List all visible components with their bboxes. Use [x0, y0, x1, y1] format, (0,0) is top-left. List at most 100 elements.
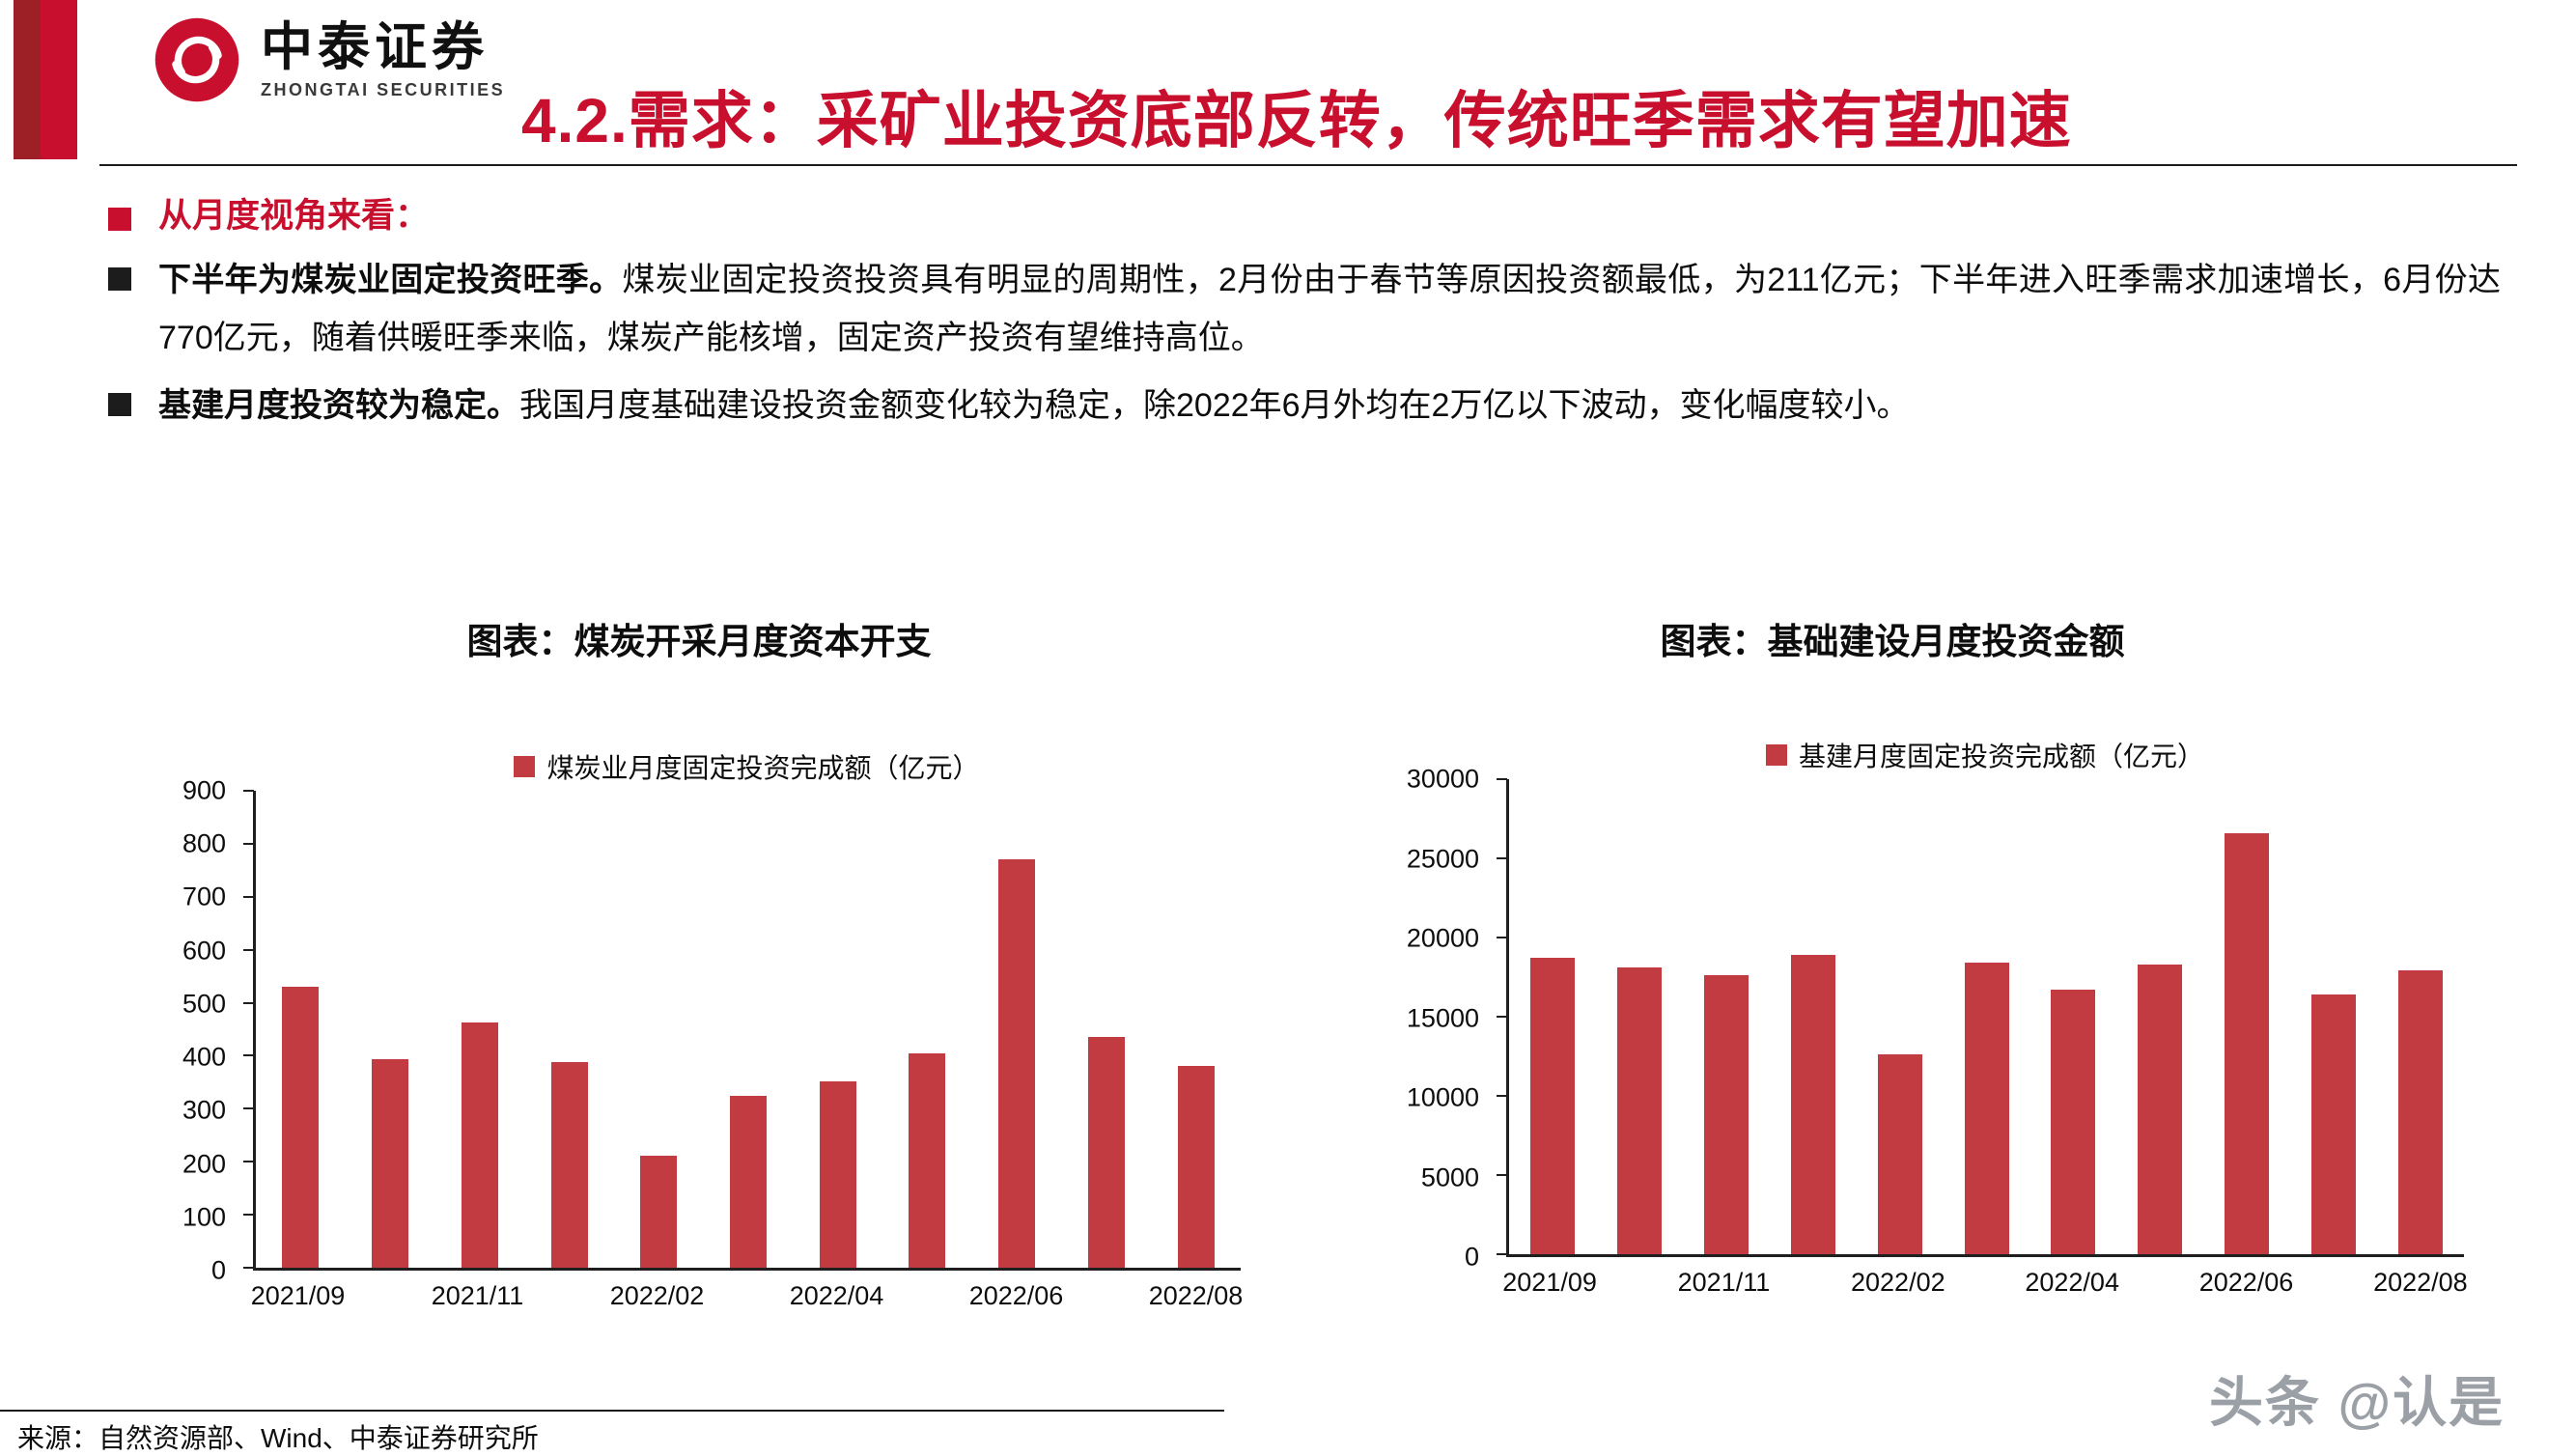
y-axis-tick-label: 5000 [1420, 1162, 1479, 1191]
y-axis-tick-label: 20000 [1406, 923, 1479, 953]
bar-2021/11 [1703, 975, 1749, 1254]
y-axis-tick-mark [243, 1107, 254, 1110]
y-axis-tick-label: 600 [182, 936, 226, 966]
legend-label: 煤炭业月度固定投资完成额（亿元） [546, 753, 980, 783]
bullet-intro-row: 从月度视角来看： [108, 191, 2501, 242]
zhongtai-logo-icon [153, 15, 241, 104]
bar-2021/09 [282, 987, 320, 1268]
y-axis-tick-mark [1497, 937, 1507, 938]
y-axis-labels: 0 5000 10000 15000 20000 25000 30000 [1398, 765, 1495, 1272]
bar-2022/04 [819, 1080, 856, 1268]
x-axis-tick-label: 2021/11 [431, 1281, 524, 1310]
x-axis-tick-label: 2022/02 [1851, 1268, 1945, 1297]
bullet-lead: 下半年为煤炭业固定投资旺季。 [158, 261, 623, 298]
bullet-item: 下半年为煤炭业固定投资旺季。煤炭业固定投资投资具有明显的周期性，2月份由于春节等… [108, 251, 2501, 368]
bar-2022/04 [2051, 990, 2096, 1254]
bullet-text: 基建月度投资较为稳定。我国月度基础建设投资金额变化较为稳定，除2022年6月外均… [158, 377, 1909, 435]
x-axis-tick-label: 2021/09 [1502, 1268, 1597, 1297]
y-axis-tick-mark [243, 895, 254, 898]
x-axis-tick-label: 2022/08 [2373, 1268, 2468, 1297]
bullet-list: 从月度视角来看： 下半年为煤炭业固定投资旺季。煤炭业固定投资投资具有明显的周期性… [108, 191, 2501, 443]
y-axis-tick-label: 0 [210, 1255, 226, 1285]
header-divider [99, 164, 2517, 166]
y-axis-tick-mark [243, 1267, 254, 1269]
bullet-text: 下半年为煤炭业固定投资旺季。煤炭业固定投资投资具有明显的周期性，2月份由于春节等… [158, 251, 2501, 368]
x-axis-tick-label: 2021/11 [1677, 1268, 1771, 1297]
y-axis-tick-mark [243, 790, 254, 792]
bullet-square-icon [108, 392, 131, 416]
y-axis-tick-mark [1497, 1016, 1507, 1018]
y-axis-tick-mark [1497, 778, 1507, 780]
y-axis-tick-label: 300 [182, 1095, 226, 1125]
y-axis-labels: 0 100 200 300 400 500 600 700 800 900 [145, 776, 241, 1285]
y-axis-tick-label: 800 [182, 828, 226, 858]
x-axis-labels: 2021/09 2021/11 2022/02 2022/04 2022/06 2022/… [250, 1281, 1244, 1320]
y-axis-tick-mark [243, 1214, 254, 1217]
page-title: 4.2.需求：采矿业投资底部反转，传统旺季需求有望加速 [521, 86, 2072, 155]
bar-2021/10 [372, 1059, 409, 1268]
plot-area [243, 790, 1241, 1271]
y-axis-tick-label: 15000 [1406, 1003, 1479, 1032]
y-axis-tick-mark [243, 1054, 254, 1057]
bar-2022/02 [1877, 1054, 1922, 1254]
bar-2022/06 [998, 859, 1036, 1268]
bar-2021/12 [550, 1062, 588, 1268]
right-chart-title: 图表：基础建设月度投资金额 [1660, 622, 2125, 661]
bullet-lead: 基建月度投资较为稳定。 [158, 386, 519, 424]
corner-accent-block [14, 0, 77, 159]
bar-2021/11 [461, 1022, 498, 1268]
x-axis-tick-label: 2022/08 [1148, 1281, 1244, 1310]
y-axis-tick-mark [1497, 1253, 1507, 1255]
bar-2021/09 [1529, 958, 1575, 1254]
y-axis-tick-label: 25000 [1406, 844, 1479, 873]
plot-area [1497, 778, 2464, 1257]
y-axis-tick-label: 100 [182, 1202, 226, 1232]
bar-2021/12 [1790, 955, 1835, 1254]
chart-legend: 基建月度固定投资完成额（亿元） [1506, 736, 2464, 774]
y-axis-tick-mark [1497, 1174, 1507, 1176]
left-chart-title: 图表：煤炭开采月度资本开支 [466, 622, 932, 661]
y-axis-tick-mark [1497, 1095, 1507, 1097]
x-axis-tick-label: 2022/06 [2198, 1268, 2294, 1297]
y-axis-tick-label: 500 [182, 989, 226, 1019]
bar-2022/07 [1087, 1037, 1125, 1268]
x-axis-labels: 2021/09 2021/11 2022/02 2022/04 2022/06 2022/… [1502, 1268, 2467, 1306]
company-name-en: ZHONGTAI SECURITIES [261, 80, 506, 100]
bar-2022/05 [909, 1052, 946, 1268]
bullet-square-icon [108, 266, 131, 291]
bar-2022/08 [2398, 970, 2444, 1254]
footer-divider [0, 1410, 1224, 1412]
company-name: 中泰证券 [261, 17, 489, 76]
bullet-intro-text: 从月度视角来看： [158, 197, 430, 235]
y-axis-tick-label: 0 [1464, 1242, 1479, 1272]
y-axis-tick-mark [1497, 857, 1507, 859]
bar-2021/10 [1616, 967, 1662, 1254]
source-note: 来源：自然资源部、Wind、中泰证券研究所 [17, 1423, 539, 1453]
y-axis-tick-label: 700 [182, 882, 226, 911]
y-axis-tick-mark [243, 1001, 254, 1004]
chart-legend: 煤炭业月度固定投资完成额（亿元） [253, 747, 1241, 786]
infrastructure-investment-bar-chart: 基建月度固定投资完成额（亿元） 0 5000 10000 15000 20000 2500… [1398, 720, 2479, 1348]
bullet-body: 我国月度基础建设投资金额变化较为稳定，除2022年6月外均在2万亿以下波动，变化… [519, 386, 1910, 424]
x-axis-tick-label: 2022/02 [609, 1281, 705, 1310]
y-axis-tick-label: 10000 [1406, 1082, 1479, 1112]
y-axis-tick-mark [243, 948, 254, 951]
x-axis-tick-label: 2022/04 [2025, 1268, 2119, 1297]
bullet-square-icon [108, 208, 131, 231]
x-axis-tick-label: 2022/06 [968, 1281, 1064, 1310]
bar-2022/06 [2225, 832, 2270, 1254]
y-axis-tick-mark [243, 842, 254, 845]
x-axis-tick-label: 2022/04 [789, 1281, 884, 1310]
legend-label: 基建月度固定投资完成额（亿元） [1798, 742, 2204, 771]
bar-2022/07 [2311, 994, 2357, 1254]
legend-swatch-icon [1765, 744, 1787, 766]
bar-2022/03 [1964, 963, 2009, 1254]
y-axis-tick-label: 900 [182, 775, 226, 805]
y-axis-tick-mark [243, 1161, 254, 1163]
y-axis-tick-label: 400 [182, 1042, 226, 1072]
bullet-body: 煤炭业固定投资投资具有明显的周期性，2月份由于春节等原因投资额最低，为211亿元… [158, 261, 2501, 357]
coal-capex-bar-chart: 煤炭业月度固定投资完成额（亿元） 0 100 200 300 400 500 600 700 8… [145, 732, 1255, 1359]
y-axis-tick-label: 30000 [1406, 764, 1479, 794]
x-axis-tick-label: 2021/09 [250, 1281, 346, 1310]
bar-2022/03 [730, 1095, 767, 1268]
